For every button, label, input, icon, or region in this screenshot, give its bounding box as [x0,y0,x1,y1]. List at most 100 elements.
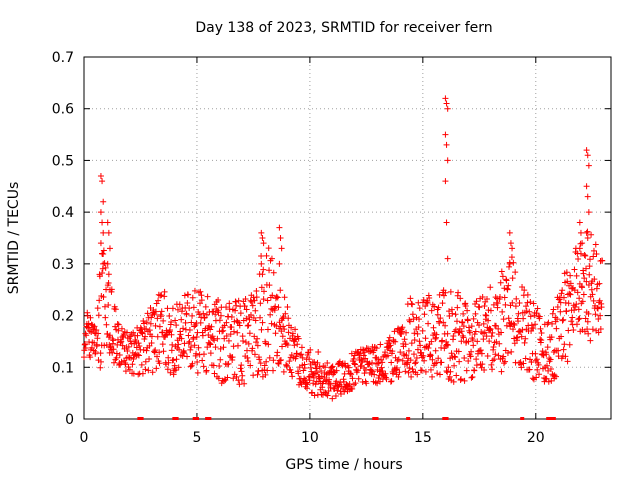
y-tick-label: 0.1 [52,360,74,376]
data-point [416,305,423,312]
data-point [564,278,571,285]
data-point [596,297,603,304]
data-point [555,347,562,354]
data-point [456,358,463,365]
data-point [534,366,541,373]
data-point [395,356,402,363]
data-point [100,294,107,301]
data-point [262,371,269,378]
data-point [262,340,269,347]
data-point [324,392,331,399]
data-point [252,317,259,324]
data-point [529,375,536,382]
data-point [414,346,421,353]
data-point [237,310,244,317]
data-point [345,364,352,371]
data-point [434,311,441,318]
data-point [105,271,112,278]
data-point [472,310,479,317]
data-point [533,374,540,381]
data-point [523,303,530,310]
data-point [432,347,439,354]
data-point [175,364,182,371]
data-point [359,379,366,386]
data-point [465,358,472,365]
data-point [197,319,204,326]
data-point [498,368,505,375]
data-point [472,328,479,335]
data-point [433,331,440,338]
data-point [210,362,217,369]
data-point [170,356,177,363]
data-point [307,346,314,353]
data-point [306,356,313,363]
data-point [446,373,453,380]
data-point [234,342,241,349]
data-point [459,332,466,339]
data-point [152,322,159,329]
data-point [442,178,449,185]
data-point [133,344,140,351]
data-point [563,269,570,276]
data-point [215,375,222,382]
data-point [377,378,384,385]
data-point [284,362,291,369]
data-point [538,337,545,344]
data-point [142,358,149,365]
data-point [464,307,471,314]
data-point [258,229,265,236]
data-point [125,363,132,370]
data-point [129,361,136,368]
data-point [397,349,404,356]
data-point [362,355,369,362]
data-point [272,303,279,310]
data-point [269,292,276,299]
data-point [280,368,287,375]
data-point [596,280,603,287]
data-point [500,353,507,360]
data-point [341,370,348,377]
data-point [311,359,318,366]
data-point [198,297,205,304]
data-point [211,337,218,344]
data-point [379,367,386,374]
data-point [593,285,600,292]
data-point [470,342,477,349]
data-point [595,315,602,322]
data-point [311,392,318,399]
data-point [506,260,513,267]
data-point [160,348,167,355]
data-point [266,354,273,361]
data-point [594,305,601,312]
data-point [211,370,218,377]
data-point [468,374,475,381]
data-point [257,360,264,367]
data-point [484,353,491,360]
data-point [554,316,561,323]
data-point [469,336,476,343]
data-point [173,356,180,363]
data-point [106,286,113,293]
data-point [475,348,482,355]
data-point [97,172,104,179]
data-point [361,349,368,356]
data-point [220,327,227,334]
data-point [576,219,583,226]
data-point [168,319,175,326]
data-point [480,336,487,343]
data-point [87,354,94,361]
data-point [114,341,121,348]
data-point [144,310,151,317]
data-point [177,331,184,338]
data-point [530,300,537,307]
data-point [435,304,442,311]
data-point [94,305,101,312]
data-point [136,343,143,350]
data-point [223,319,230,326]
data-point [171,362,178,369]
data-point [585,162,592,169]
data-point [204,344,211,351]
chart-title: Day 138 of 2023, SRMTID for receiver fer… [195,20,492,36]
data-point [583,265,590,272]
data-point [165,359,172,366]
